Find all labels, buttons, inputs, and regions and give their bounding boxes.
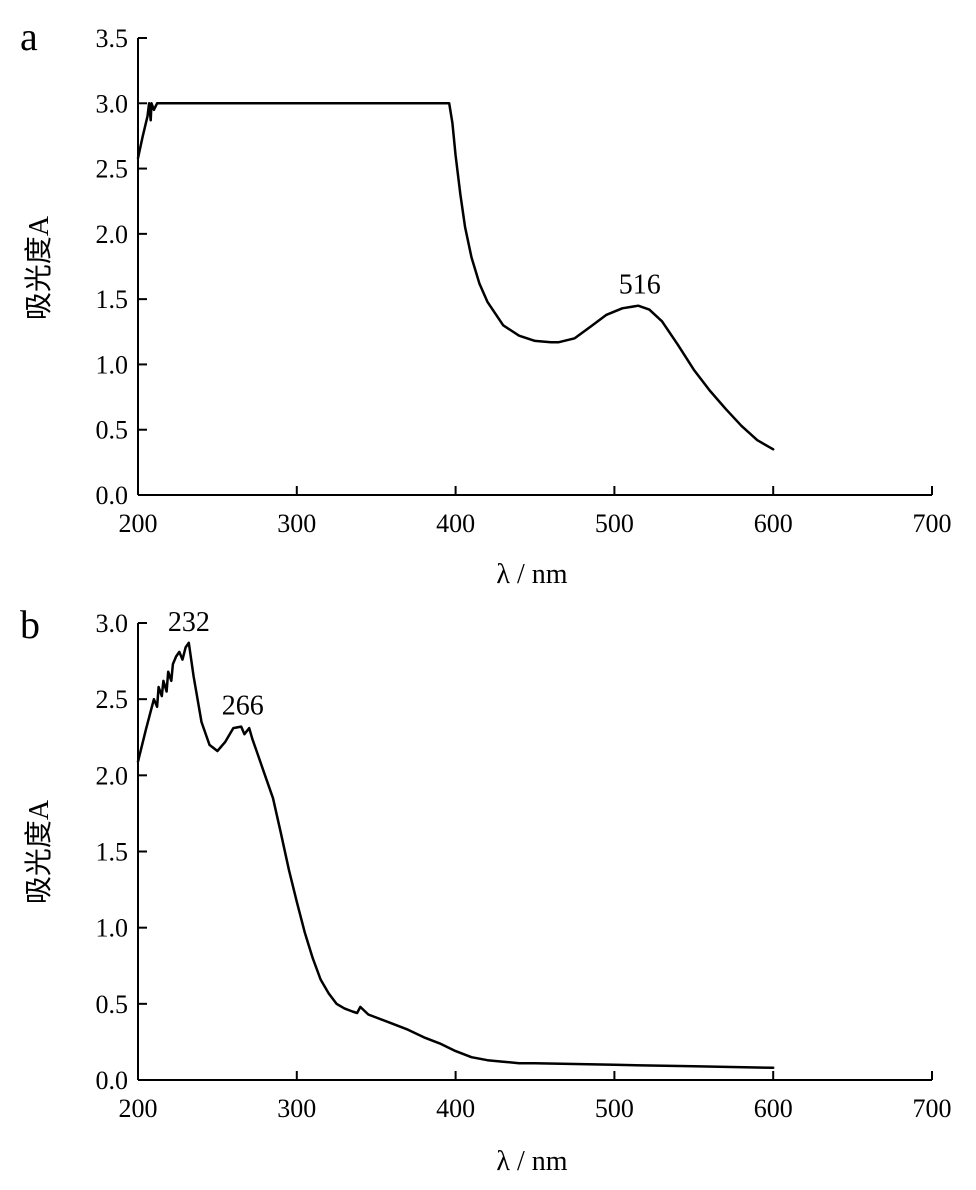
y-axis-title: 吸光度A [23,799,55,904]
x-tick-label: 400 [436,1094,475,1123]
y-tick-label: 3.5 [96,24,129,53]
x-tick-label: 700 [913,509,952,538]
y-tick-label: 1.0 [96,914,129,943]
x-tick-label: 500 [595,1094,634,1123]
y-tick-label: 1.0 [96,350,129,379]
peak-label: 232 [168,607,210,638]
y-tick-label: 3.0 [96,609,129,638]
series-line [136,641,775,1070]
y-tick-label: 0.5 [96,416,129,445]
y-tick-label: 2.5 [96,155,129,184]
chart-panel-b: b 200 300 400 500 600 700 0.0 0.5 1.0 1.5 2.0 2.5 3.0… [20,602,952,1177]
x-axis-title: λ / nm [496,559,567,590]
x-tick-label: 200 [119,1094,158,1123]
y-tick-label: 1.5 [96,838,129,867]
peak-label: 266 [222,691,264,722]
panel-label: a [20,14,38,59]
y-tick-label: 0.5 [96,990,129,1019]
x-tick-label: 700 [913,1094,952,1123]
y-axis-title: 吸光度A [23,215,55,320]
series-line [136,102,775,451]
x-axis-title: λ / nm [496,1146,567,1177]
y-tick-label: 3.0 [96,89,129,118]
x-tick-label: 300 [277,1094,316,1123]
panel-label: b [20,602,40,647]
x-tick-label: 600 [754,509,793,538]
peak-label: 516 [619,270,661,301]
y-tick-label: 2.0 [96,220,129,249]
y-tick-label: 2.0 [96,761,129,790]
x-tick-label: 200 [119,509,158,538]
x-tick-label: 400 [436,509,475,538]
y-tick-label: 0.0 [96,1066,129,1095]
x-tick-label: 600 [754,1094,793,1123]
x-tick-label: 500 [595,509,634,538]
y-tick-label: 1.5 [96,285,129,314]
y-tick-label: 2.5 [96,685,129,714]
x-tick-label: 300 [277,509,316,538]
chart-panel-a: a 200 300 400 500 600 700 0.0 0.5 1.0 1.5 2.0 2.5 3.0… [20,14,952,590]
y-tick-label: 0.0 [96,481,129,510]
